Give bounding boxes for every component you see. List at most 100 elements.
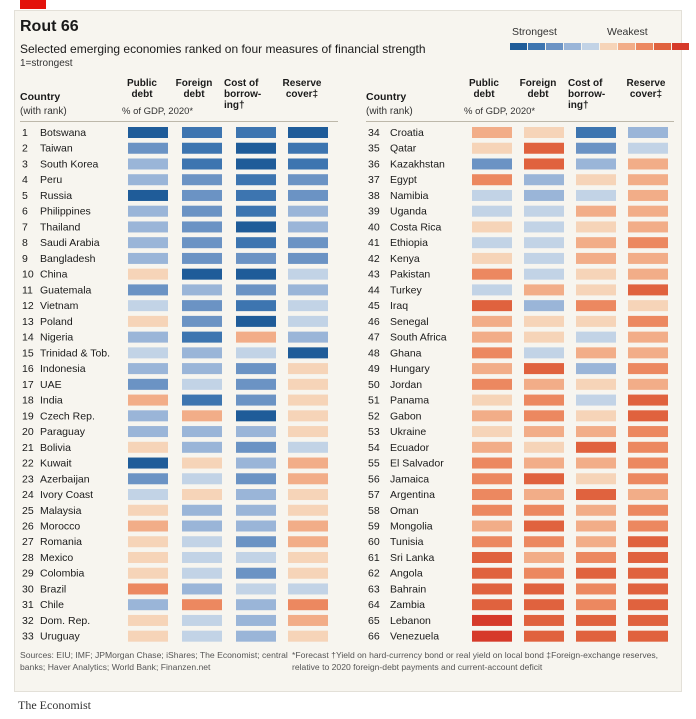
heatmap-cell	[236, 394, 276, 406]
country-label: Malaysia	[40, 505, 82, 517]
heatmap-cell	[236, 614, 276, 626]
heatmap-cell	[288, 394, 328, 406]
rank-label: 47	[368, 332, 380, 344]
header-line: Cost of	[224, 78, 259, 89]
legend-swatch	[654, 43, 671, 50]
country-label: Namibia	[390, 190, 429, 202]
rank-label: 55	[368, 458, 380, 470]
heatmap-cell	[576, 567, 616, 579]
heatmap-cell	[472, 158, 512, 170]
rank-label: 13	[22, 316, 34, 328]
heatmap-cell	[628, 410, 668, 422]
heatmap-cell	[288, 457, 328, 469]
header-line: debt	[473, 89, 495, 100]
heatmap-cell	[236, 599, 276, 611]
heatmap-cell	[182, 520, 222, 532]
heatmap-cell	[236, 331, 276, 343]
heatmap-cell	[128, 473, 168, 485]
header-line: borrow-	[568, 89, 606, 100]
heatmap-cell	[128, 457, 168, 469]
heatmap-cell	[628, 378, 668, 390]
reserve-cover-header-left: Reserve cover‡	[278, 78, 326, 100]
heatmap-cell	[472, 127, 512, 138]
country-label: Uruguay	[40, 631, 80, 643]
heatmap-cell	[576, 237, 616, 249]
heatmap-cell	[128, 551, 168, 563]
heatmap-cell	[524, 284, 564, 296]
heatmap-cell	[128, 520, 168, 532]
country-label: Bahrain	[390, 583, 426, 595]
heatmap-cell	[288, 426, 328, 438]
heatmap-cell	[524, 127, 564, 138]
rank-label: 48	[368, 347, 380, 359]
heatmap-cell	[576, 630, 616, 642]
heatmap-cell	[628, 237, 668, 249]
heatmap-cell	[128, 268, 168, 280]
country-label: Thailand	[40, 221, 80, 233]
country-label: Venezuela	[390, 631, 439, 643]
country-label: Ghana	[390, 347, 422, 359]
rank-label: 20	[22, 426, 34, 438]
heatmap-cell	[524, 599, 564, 611]
country-label: Oman	[390, 505, 419, 517]
country-label: Jordan	[390, 379, 422, 391]
heatmap-cell	[288, 221, 328, 233]
heatmap-cell	[628, 489, 668, 501]
reserve-cover-header-right: Reserve cover‡	[622, 78, 670, 100]
legend-swatch	[636, 43, 653, 50]
heatmap-cell	[236, 205, 276, 217]
header-line: Reserve	[626, 78, 666, 89]
country-label: Poland	[40, 316, 73, 328]
heatmap-cell	[576, 520, 616, 532]
heatmap-cell	[128, 331, 168, 343]
heatmap-cell	[288, 158, 328, 170]
heatmap-cell	[236, 158, 276, 170]
heatmap-cell	[236, 237, 276, 249]
heatmap-cell	[576, 441, 616, 453]
heatmap-cell	[576, 457, 616, 469]
country-header-left: Country	[20, 91, 61, 103]
heatmap-cell	[128, 378, 168, 390]
rank-label: 41	[368, 237, 380, 249]
heatmap-cell	[288, 378, 328, 390]
heatmap-cell	[288, 127, 328, 138]
heatmap-cell	[288, 614, 328, 626]
legend-swatch	[582, 43, 599, 50]
heatmap-cell	[182, 536, 222, 548]
rank-label: 37	[368, 174, 380, 186]
heatmap-cell	[182, 489, 222, 501]
country-label: Kuwait	[40, 458, 72, 470]
heatmap-cell	[182, 300, 222, 312]
country-label: Argentina	[390, 489, 435, 501]
legend-swatch	[672, 43, 689, 50]
heatmap-cell	[236, 630, 276, 642]
country-label: Paraguay	[40, 426, 86, 438]
rank-label: 15	[22, 347, 34, 359]
country-label: South Korea	[40, 158, 99, 170]
heatmap-cell	[236, 567, 276, 579]
heatmap-cell	[288, 347, 328, 359]
rank-label: 21	[22, 442, 34, 454]
heatmap-cell	[182, 410, 222, 422]
heatmap-cell	[182, 347, 222, 359]
country-label: El Salvador	[390, 458, 444, 470]
rank-label: 16	[22, 363, 34, 375]
heatmap-cell	[288, 473, 328, 485]
heatmap-cell	[128, 127, 168, 138]
heatmap-cell	[182, 142, 222, 154]
country-label: Chile	[40, 599, 64, 611]
heatmap-cell	[288, 567, 328, 579]
legend-weakest-label: Weakest	[607, 26, 648, 38]
rank-label: 65	[368, 615, 380, 627]
heatmap-cell	[236, 127, 276, 138]
header-line: ing†	[568, 100, 589, 111]
heatmap-cell	[128, 599, 168, 611]
heatmap-cell	[236, 378, 276, 390]
rank-label: 61	[368, 552, 380, 564]
rank-label: 60	[368, 536, 380, 548]
heatmap-cell	[628, 268, 668, 280]
heatmap-cell	[182, 221, 222, 233]
heatmap-cell	[182, 473, 222, 485]
heatmap-cell	[628, 441, 668, 453]
heatmap-cell	[236, 221, 276, 233]
